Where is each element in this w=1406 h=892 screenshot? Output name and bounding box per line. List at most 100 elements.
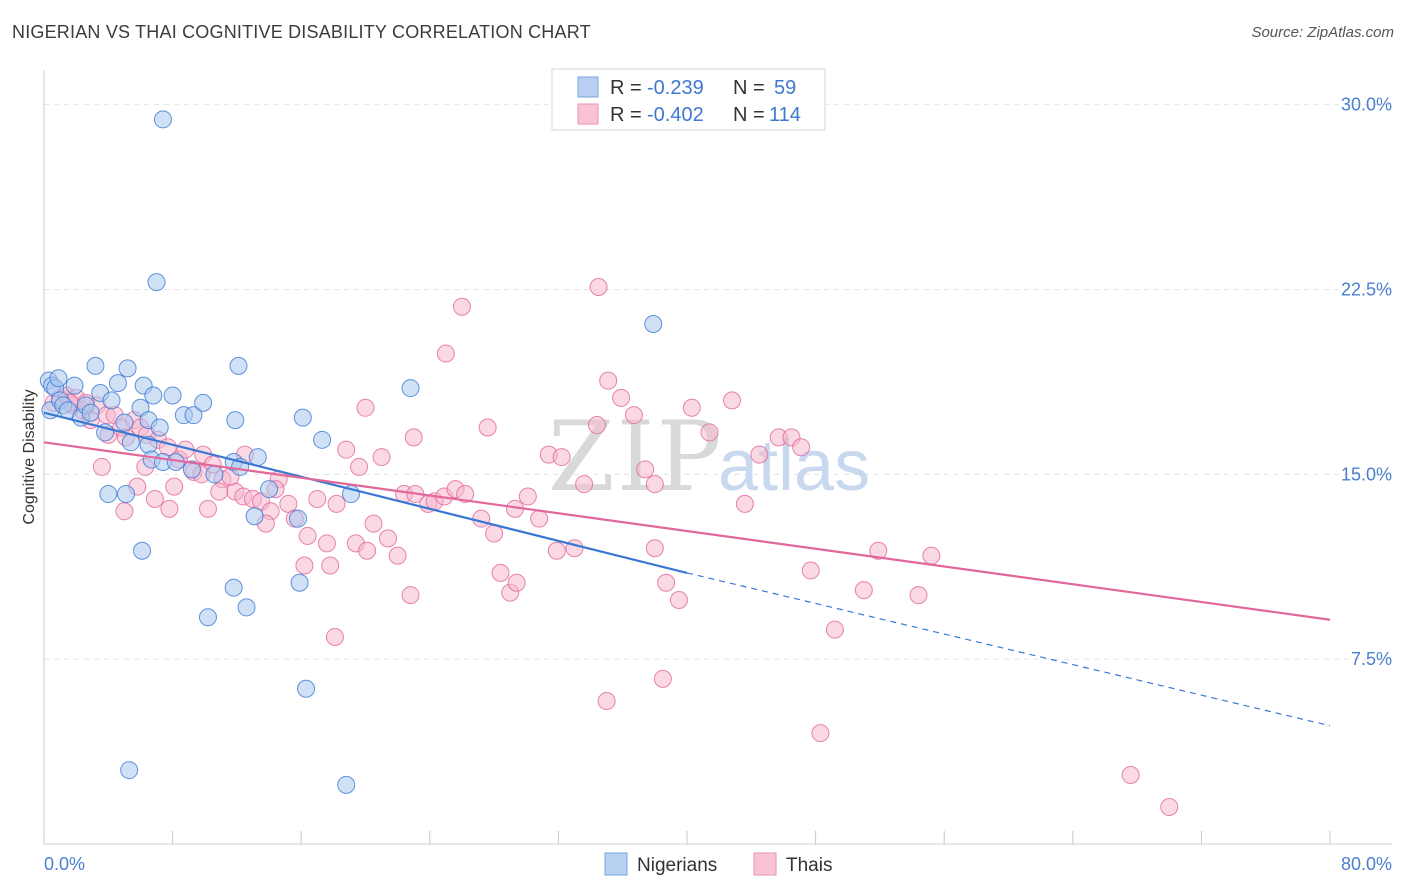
thais-point xyxy=(372,448,391,467)
source-label: Source: ZipAtlas.com xyxy=(1251,24,1394,41)
thais-point xyxy=(456,485,475,504)
x-tick-label-min: 0.0% xyxy=(44,854,85,874)
thais-point xyxy=(750,445,769,464)
thais-points xyxy=(44,278,1179,817)
nigerians-point xyxy=(163,386,182,405)
nigerians-point xyxy=(644,314,663,333)
thais-r-label: R = xyxy=(610,104,642,126)
nigerians-n-value: 59 xyxy=(774,77,796,99)
thais-point xyxy=(401,586,420,605)
nigerians-trend-line xyxy=(43,411,688,574)
nigerians-point xyxy=(205,465,224,484)
y-tick-label: 22.5% xyxy=(1341,279,1392,299)
nigerians-point xyxy=(86,356,105,375)
nigerians-point xyxy=(184,406,203,425)
nigerians-point xyxy=(229,356,248,375)
thais-point xyxy=(801,561,820,580)
nigerians-point xyxy=(133,541,152,560)
thais-point xyxy=(552,448,571,467)
thais-point xyxy=(321,556,340,575)
nigerians-r-label: R = xyxy=(610,77,642,99)
nigerians-point xyxy=(290,573,309,592)
nigerians-point xyxy=(237,598,256,617)
gridlines xyxy=(44,104,1392,660)
thais-point xyxy=(337,440,356,459)
trend-lines xyxy=(43,411,1331,727)
thais-point xyxy=(115,502,134,521)
nigerians-point xyxy=(224,578,243,597)
nigerians-point xyxy=(153,110,172,129)
nigerians-point xyxy=(313,430,332,449)
nigerians-point xyxy=(297,679,316,698)
thais-point xyxy=(530,509,549,528)
x-ticks xyxy=(43,831,1331,844)
thais-n-label: N = xyxy=(733,104,765,126)
thais-point xyxy=(811,724,830,743)
thais-trend-line xyxy=(43,441,1331,621)
thais-point xyxy=(145,489,164,508)
nigerians-point xyxy=(108,374,127,393)
thais-point xyxy=(657,573,676,592)
thais-point xyxy=(599,371,618,390)
nigerians-point xyxy=(99,485,118,504)
chart-title: NIGERIAN VS THAI COGNITIVE DISABILITY CO… xyxy=(12,22,591,42)
thais-point xyxy=(436,344,455,363)
nigerians-r-value: -0.239 xyxy=(647,77,704,99)
thais-point xyxy=(404,428,423,447)
thais-point xyxy=(308,489,327,508)
nigerians-point xyxy=(288,509,307,528)
thais-point xyxy=(547,541,566,560)
thais-point xyxy=(723,391,742,410)
thais-point xyxy=(327,494,346,513)
x-tick-label-max: 80.0% xyxy=(1341,854,1392,874)
thais-point xyxy=(589,278,608,297)
nigerians-point xyxy=(147,273,166,292)
thais-point xyxy=(478,418,497,437)
thais-point xyxy=(869,541,888,560)
thais-point xyxy=(485,524,504,543)
nigerians-point xyxy=(293,408,312,427)
y-axis-label: Cognitive Disability xyxy=(21,389,38,524)
thais-point xyxy=(325,627,344,646)
nigerians-point xyxy=(144,386,163,405)
thais-point xyxy=(624,406,643,425)
nigerians-point xyxy=(118,359,137,378)
thais-point xyxy=(317,534,336,553)
nigerians-point xyxy=(260,480,279,499)
nigerians-point xyxy=(248,448,267,467)
nigerians-trend-extension xyxy=(686,572,1331,727)
nigerians-point xyxy=(116,485,135,504)
y-tick-label: 15.0% xyxy=(1341,464,1392,484)
nigerians-point xyxy=(198,608,217,627)
thais-point xyxy=(653,669,672,688)
thais-point xyxy=(1160,798,1179,817)
nigerians-legend-swatch xyxy=(577,76,599,98)
thais-point xyxy=(364,514,383,533)
nigerians-point xyxy=(65,376,84,395)
thais-point xyxy=(825,620,844,639)
series-legend: Nigerians Thais xyxy=(604,852,832,876)
thais-point xyxy=(165,477,184,496)
thais-point xyxy=(597,692,616,711)
thais-point xyxy=(587,416,606,435)
thais-point xyxy=(295,556,314,575)
correlation-legend: R = -0.239 N = 59 R = -0.402 N = 114 xyxy=(551,68,826,131)
nigerians-point xyxy=(182,460,201,479)
nigerians-point xyxy=(194,393,213,412)
thais-point xyxy=(452,297,471,316)
thais-point xyxy=(636,460,655,479)
thais-legend-swatch xyxy=(577,103,599,125)
thais-point xyxy=(922,546,941,565)
thais-r-value: -0.402 xyxy=(647,104,704,126)
thais-point xyxy=(792,438,811,457)
nigerians-point xyxy=(115,413,134,432)
nigerians-n-label: N = xyxy=(733,77,765,99)
thais-point xyxy=(379,529,398,548)
thais-point xyxy=(854,581,873,600)
thais-point xyxy=(518,487,537,506)
y-tick-labels: 7.5% 15.0% 22.5% 30.0% xyxy=(1341,95,1392,670)
thais-point xyxy=(388,546,407,565)
thais-point xyxy=(669,591,688,610)
nigerians-point xyxy=(120,761,139,780)
